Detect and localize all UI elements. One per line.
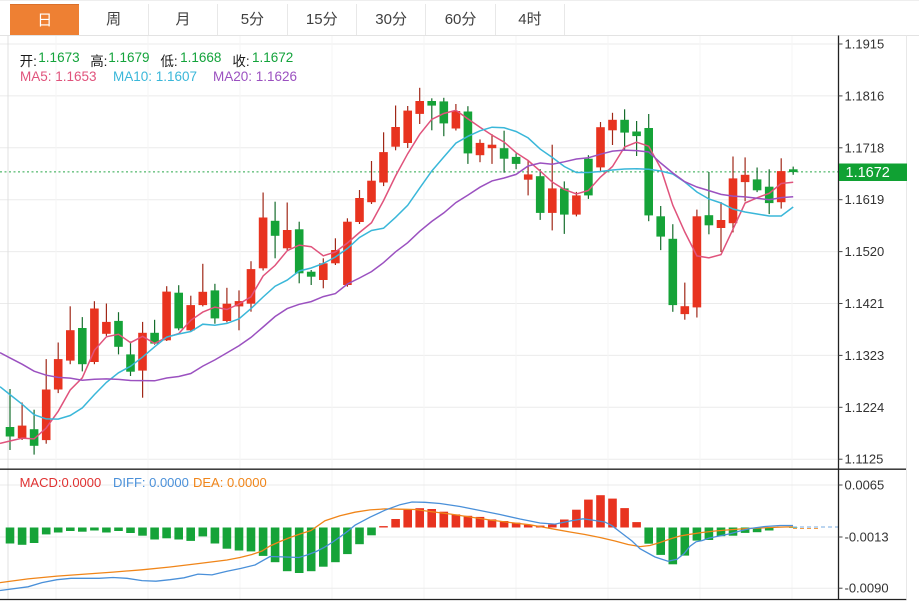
svg-text:0.0065: 0.0065	[845, 478, 885, 493]
svg-text:1.1520: 1.1520	[845, 244, 885, 259]
svg-text:-0.0090: -0.0090	[845, 581, 889, 596]
svg-text:1.1421: 1.1421	[845, 296, 885, 311]
svg-text:1.1323: 1.1323	[845, 348, 885, 363]
svg-text:1.1915: 1.1915	[845, 37, 885, 52]
svg-text:1.1672: 1.1672	[846, 165, 890, 181]
svg-text:1.1619: 1.1619	[845, 192, 885, 207]
svg-text:1.1224: 1.1224	[845, 400, 885, 415]
svg-text:1.1816: 1.1816	[845, 88, 885, 103]
svg-text:-0.0013: -0.0013	[845, 530, 889, 545]
svg-text:1.1718: 1.1718	[845, 140, 885, 155]
svg-text:1.1125: 1.1125	[845, 452, 884, 467]
